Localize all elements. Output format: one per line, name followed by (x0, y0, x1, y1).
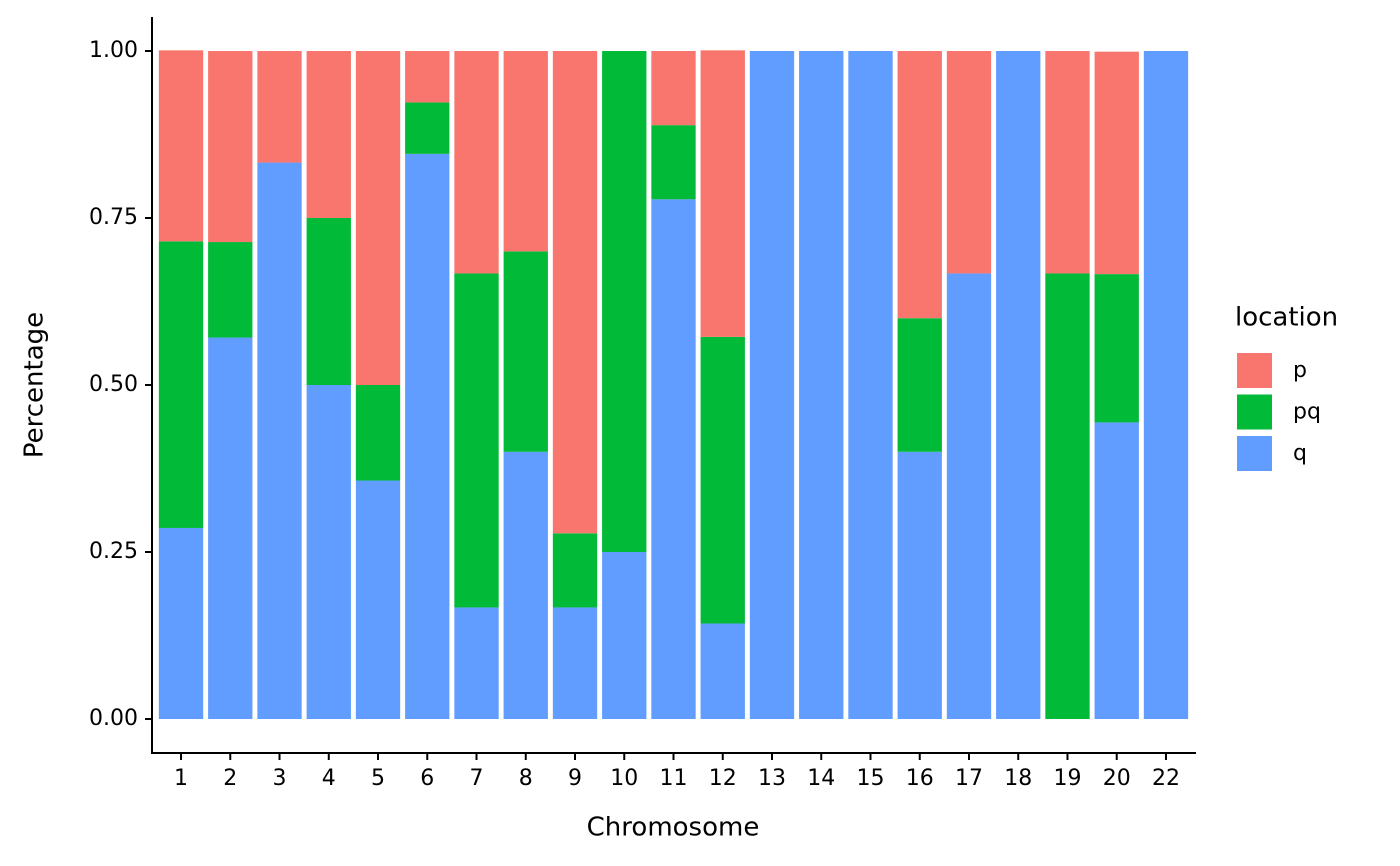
bar-segment (700, 50, 745, 337)
x-tick-label: 3 (273, 766, 287, 791)
bar-segment (355, 480, 401, 719)
legend-key (1237, 436, 1272, 471)
bar-segment (208, 242, 253, 338)
bar-segment (405, 102, 450, 154)
bar-segment (158, 241, 204, 528)
bar-segment (1045, 51, 1090, 274)
x-tick-label: 22 (1152, 766, 1180, 791)
bar-segment (1094, 51, 1139, 275)
bar-segment (355, 51, 401, 385)
x-tick-label: 8 (519, 766, 533, 791)
x-tick-label: 10 (610, 766, 638, 791)
bar-segment (996, 51, 1041, 719)
x-tick-label: 11 (660, 766, 688, 791)
bar-segment (503, 51, 548, 252)
x-tick-label: 9 (568, 766, 582, 791)
x-tick-label: 1 (174, 766, 188, 791)
bar-segment (946, 273, 992, 719)
bar-segment (848, 51, 893, 719)
bar-segment (306, 385, 351, 719)
bar-segment (405, 51, 450, 103)
x-axis-label: Chromosome (587, 813, 760, 843)
x-tick-label: 4 (322, 766, 336, 791)
bar-segment (897, 451, 942, 719)
bar-segment (158, 527, 204, 719)
x-tick-label: 7 (470, 766, 484, 791)
bar-segment (158, 50, 204, 242)
x-tick-label: 16 (906, 766, 934, 791)
legend-label: pq (1293, 400, 1321, 425)
legend-key (1237, 394, 1272, 430)
x-tick-label: 12 (709, 766, 737, 791)
bar-segment (749, 51, 795, 719)
x-tick-label: 2 (223, 766, 237, 791)
legend-label: q (1293, 441, 1307, 466)
bar-segment (306, 218, 351, 385)
y-tick-label: 0.50 (89, 372, 138, 397)
y-tick-label: 1.00 (89, 38, 138, 63)
bar-segment (503, 251, 548, 452)
y-tick-label: 0.75 (89, 205, 138, 230)
x-tick-label: 5 (371, 766, 385, 791)
x-tick-label: 15 (856, 766, 884, 791)
x-tick-label: 13 (758, 766, 786, 791)
x-tick-label: 6 (420, 766, 434, 791)
bar-segment (552, 51, 598, 534)
bar-segment (1094, 422, 1139, 719)
bar-segment (454, 607, 499, 719)
y-axis-label: Percentage (20, 312, 50, 458)
bar-segment (257, 162, 302, 719)
bar-segment (651, 51, 696, 126)
x-tick-label: 19 (1053, 766, 1081, 791)
bar-segment (257, 51, 302, 163)
bar-segment (208, 51, 253, 243)
bar-segment (946, 51, 992, 274)
legend-label: p (1293, 358, 1307, 383)
bar-segment (799, 51, 844, 719)
x-tick-label: 20 (1103, 766, 1131, 791)
bar-segment (552, 533, 598, 608)
y-tick-label: 0.00 (89, 706, 138, 731)
bar-segment (897, 51, 942, 319)
bar-segment (651, 125, 696, 200)
bar-segment (454, 51, 499, 274)
x-tick-label: 18 (1004, 766, 1032, 791)
bar-segment (208, 337, 253, 719)
bar-segment (1045, 273, 1090, 719)
bar-segment (355, 385, 401, 481)
y-tick-label: 0.25 (89, 539, 138, 564)
legend-key (1237, 353, 1272, 388)
bar-segment (602, 552, 647, 719)
legend-title: location (1235, 303, 1338, 333)
bar-segment (503, 451, 548, 719)
bar-segment (1143, 51, 1189, 719)
bar-segment (552, 607, 598, 719)
bar-segment (897, 318, 942, 452)
bar-segment (700, 336, 745, 624)
bar-segment (602, 51, 647, 552)
bar-segment (454, 273, 499, 608)
bar-segment (306, 51, 351, 218)
x-tick-label: 17 (955, 766, 983, 791)
bar-segment (700, 623, 745, 719)
bar-segment (651, 199, 696, 719)
bar-segment (405, 153, 450, 719)
x-tick-label: 14 (807, 766, 835, 791)
bar-segment (1094, 274, 1139, 423)
